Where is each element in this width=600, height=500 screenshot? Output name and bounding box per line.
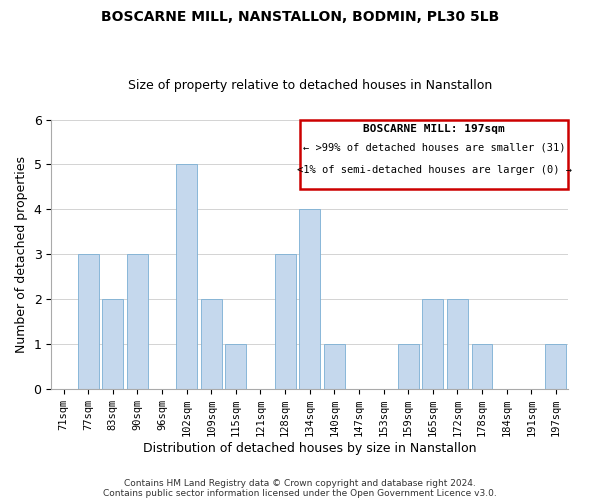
- Y-axis label: Number of detached properties: Number of detached properties: [15, 156, 28, 353]
- Bar: [398, 344, 419, 389]
- Bar: [226, 344, 247, 389]
- Bar: [299, 210, 320, 389]
- Bar: [78, 254, 98, 389]
- Text: BOSCARNE MILL, NANSTALLON, BODMIN, PL30 5LB: BOSCARNE MILL, NANSTALLON, BODMIN, PL30 …: [101, 10, 499, 24]
- Text: Contains HM Land Registry data © Crown copyright and database right 2024.: Contains HM Land Registry data © Crown c…: [124, 478, 476, 488]
- Bar: [472, 344, 493, 389]
- Bar: [422, 300, 443, 389]
- Bar: [176, 164, 197, 389]
- X-axis label: Distribution of detached houses by size in Nanstallon: Distribution of detached houses by size …: [143, 442, 476, 455]
- Text: BOSCARNE MILL: 197sqm: BOSCARNE MILL: 197sqm: [363, 124, 505, 134]
- Bar: [127, 254, 148, 389]
- Bar: [447, 300, 468, 389]
- Bar: [324, 344, 345, 389]
- Bar: [201, 300, 222, 389]
- Bar: [300, 120, 568, 189]
- Text: ← >99% of detached houses are smaller (31): ← >99% of detached houses are smaller (3…: [303, 142, 565, 152]
- Text: <1% of semi-detached houses are larger (0) →: <1% of semi-detached houses are larger (…: [296, 165, 572, 175]
- Bar: [275, 254, 296, 389]
- Bar: [545, 344, 566, 389]
- Text: Contains public sector information licensed under the Open Government Licence v3: Contains public sector information licen…: [103, 488, 497, 498]
- Title: Size of property relative to detached houses in Nanstallon: Size of property relative to detached ho…: [128, 79, 492, 92]
- Bar: [103, 300, 123, 389]
